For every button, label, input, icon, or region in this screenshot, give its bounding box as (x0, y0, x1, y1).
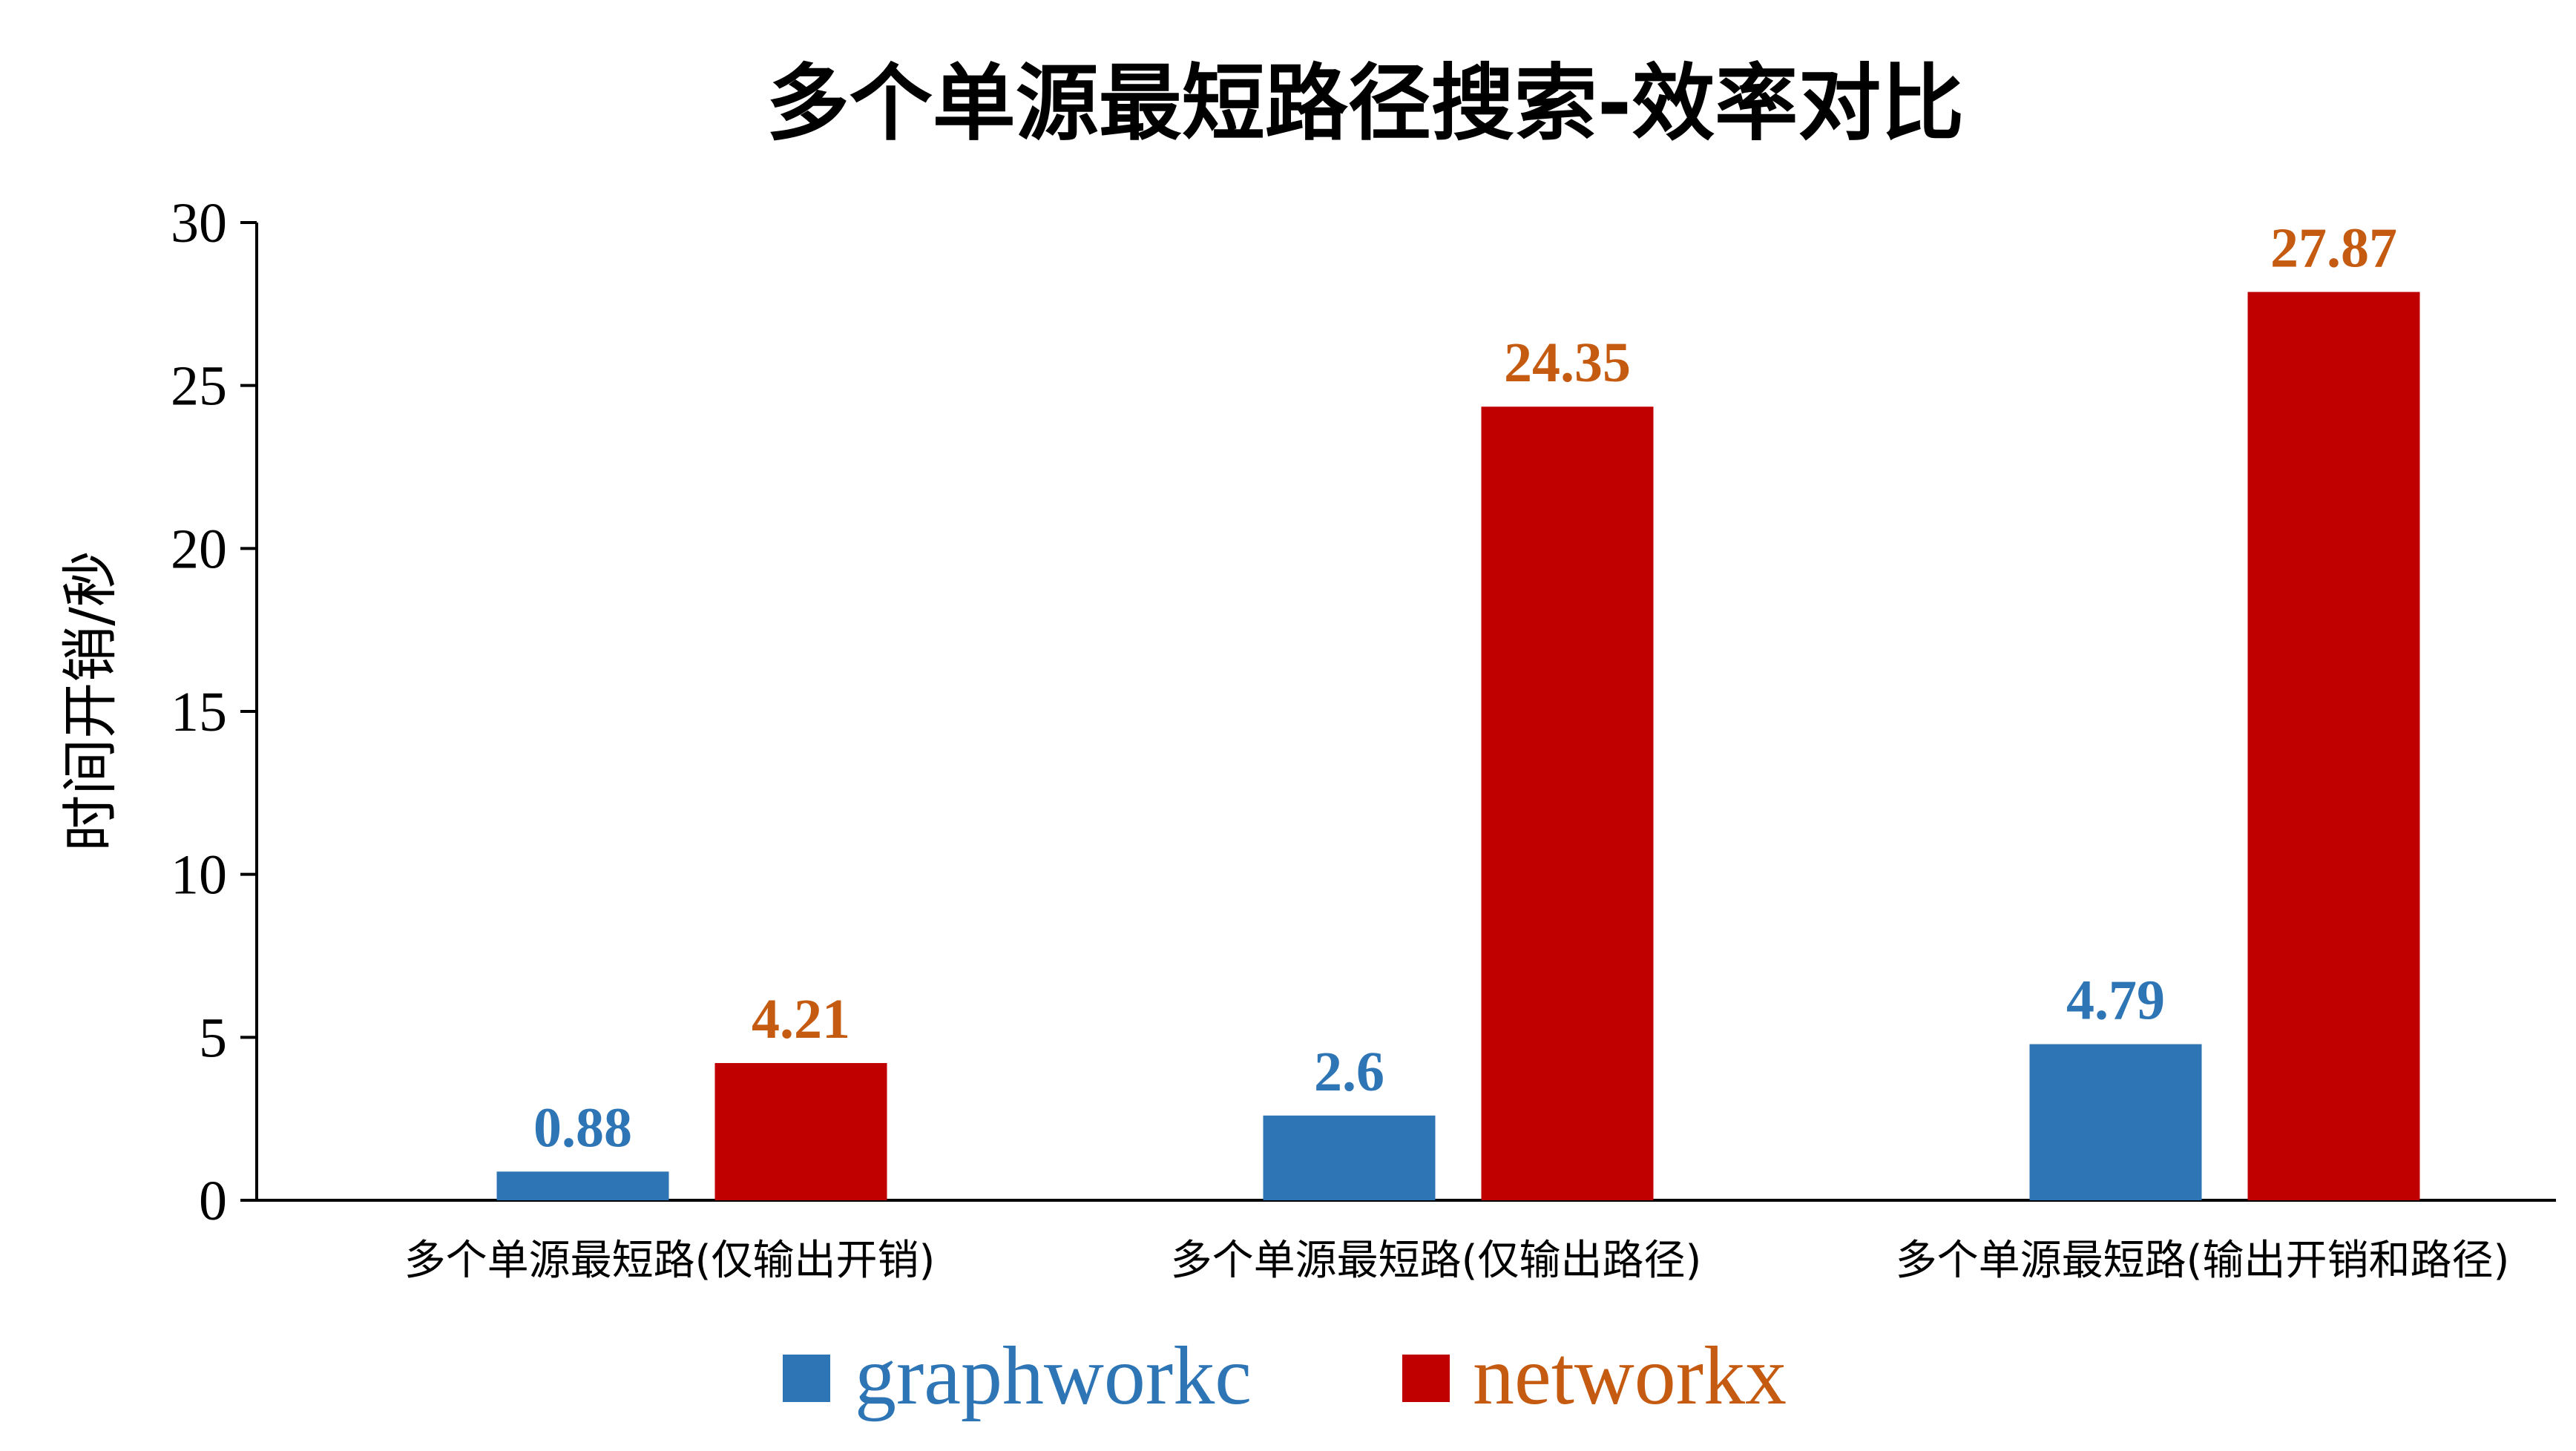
data-label-graphworkc-0: 0.88 (533, 1096, 632, 1159)
value-labels: 0.88 4.21 2.6 24.35 4.79 27.87 (533, 217, 2397, 1159)
y-ticks: 0 5 10 15 20 25 30 (171, 192, 257, 1232)
legend-label-networkx: networkx (1473, 1330, 1787, 1422)
y-axis-label: 时间开销/秒 (57, 550, 123, 852)
legend: graphworkc networkx (783, 1330, 1787, 1422)
bar-networkx-1 (1481, 407, 1654, 1200)
bar-networkx-0 (714, 1063, 887, 1200)
x-category-label: 多个单源最短路(仅输出路径) (1171, 1237, 1702, 1285)
legend-swatch-networkx (1402, 1355, 1450, 1402)
x-category-label: 多个单源最短路(输出开销和路径) (1896, 1237, 2510, 1285)
y-tick-label: 5 (199, 1007, 227, 1069)
y-tick-label: 10 (171, 844, 227, 907)
x-category-label: 多个单源最短路(仅输出开销) (404, 1237, 936, 1285)
bars (496, 292, 2420, 1200)
bar-graphworkc-0 (496, 1171, 669, 1200)
y-tick-label: 0 (199, 1170, 227, 1232)
y-tick-label: 20 (171, 518, 227, 580)
bar-graphworkc-2 (2029, 1044, 2202, 1200)
y-tick-label: 25 (171, 355, 227, 418)
data-label-graphworkc-1: 2.6 (1314, 1041, 1384, 1103)
bar-networkx-2 (2247, 292, 2420, 1200)
y-tick-label: 30 (171, 192, 227, 254)
data-label-networkx-0: 4.21 (752, 988, 850, 1050)
chart-title: 多个单源最短路径搜索-效率对比 (766, 56, 1964, 152)
data-label-networkx-1: 24.35 (1504, 332, 1631, 394)
legend-label-graphworkc: graphworkc (855, 1330, 1252, 1422)
bar-graphworkc-1 (1263, 1115, 1436, 1200)
category-labels: 多个单源最短路(仅输出开销) 多个单源最短路(仅输出路径) 多个单源最短路(输出开销… (404, 1237, 2510, 1285)
legend-swatch-graphworkc (783, 1355, 830, 1402)
y-tick-label: 15 (171, 681, 227, 743)
data-label-networkx-2: 27.87 (2270, 217, 2397, 280)
data-label-graphworkc-2: 4.79 (2066, 970, 2165, 1032)
